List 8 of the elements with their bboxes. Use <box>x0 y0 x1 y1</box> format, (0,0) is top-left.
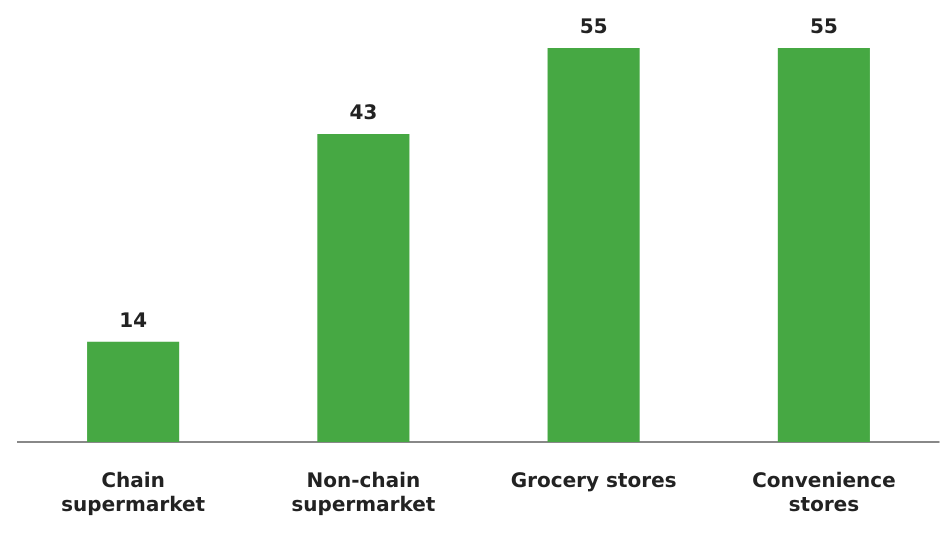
x-tick-label: Grocery stores <box>510 468 677 492</box>
x-tick-label: Chain supermarket <box>61 468 206 516</box>
data-label: 55 <box>580 14 608 38</box>
x-tick-label: Convenience stores <box>752 468 896 516</box>
data-label: 14 <box>119 308 148 332</box>
data-label: 43 <box>349 100 378 124</box>
x-tick-label: Non-chain supermarket <box>291 468 436 516</box>
data-label: 55 <box>810 14 838 38</box>
